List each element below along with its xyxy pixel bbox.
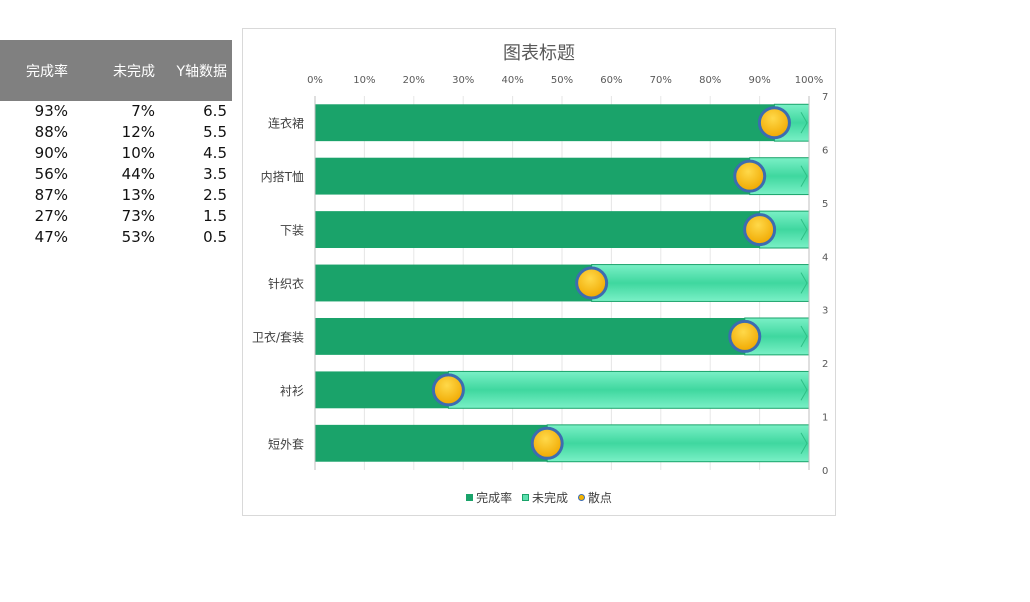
table-cell[interactable]: 3.5 [203,165,227,183]
x-tick-label: 0% [307,75,323,86]
table-cell[interactable]: 12% [121,123,155,141]
table-body: 93% 7% 6.5 88% 12% 5.5 90% 10% 4.5 56% 4… [0,101,232,248]
y2-tick-label: 5 [822,199,828,210]
bar-bevel [800,432,808,454]
bar-completion [315,317,745,355]
bar-bevel [800,218,808,241]
x-tick-label: 70% [650,75,672,86]
table-row: 90% 10% 4.5 [0,143,232,164]
x-tick-label: 90% [748,75,770,86]
legend-swatch-scatter [577,494,585,501]
bar-incomplete [546,424,810,463]
y2-tick-label: 0 [822,466,828,477]
y2-tick-label: 1 [822,413,828,424]
table-row: 56% 44% 3.5 [0,164,232,185]
legend-label-incomplete: 未完成 [531,491,568,505]
table-cell[interactable]: 88% [34,123,68,141]
table-cell[interactable]: 2.5 [203,186,227,204]
scatter-point [743,213,777,247]
header-completion-rate[interactable]: 完成率 [26,64,68,80]
table-cell[interactable]: 1.5 [203,207,227,225]
bar-bevel [800,325,808,348]
x-tick-label: 30% [452,75,474,86]
table-row: 47% 53% 0.5 [0,227,232,248]
table-header: 完成率 未完成 Y轴数据 [0,40,232,101]
table-row: 88% 12% 5.5 [0,122,232,143]
table-cell[interactable]: 10% [121,144,155,162]
y2-tick-label: 4 [822,252,828,263]
table-row: 87% 13% 2.5 [0,185,232,206]
table-cell[interactable]: 13% [121,186,155,204]
category-label: 内搭T恤 [261,170,304,184]
bar-completion [315,104,775,142]
category-label: 短外套 [268,437,304,451]
legend-item-scatter[interactable]: 散点 [577,489,612,506]
bar-incomplete [591,264,810,302]
x-tick-label: 10% [353,75,375,86]
legend-swatch-incomplete [521,494,529,501]
bar-completion [315,424,548,462]
category-label: 下装 [280,224,304,238]
scatter-point [431,373,465,407]
bar-bevel [800,165,808,187]
chart-title[interactable]: 图表标题 [503,43,575,64]
plot-area: 0% 10% 20% 30% 40% 50% 60% 70% 80% 90% 100% 0 1 2 3 4 5 6… [252,75,828,477]
table-cell[interactable]: 90% [34,144,68,162]
bar-completion [315,371,449,409]
y2-tick-label: 6 [822,145,828,156]
table-row: 93% 7% 6.5 [0,101,232,122]
scatter-point [728,319,762,353]
x-tick-label: 80% [699,75,721,86]
table-cell[interactable]: 93% [34,102,68,120]
table-cell[interactable]: 87% [34,186,68,204]
x-tick-label: 100% [795,75,824,86]
scatter-point [575,266,609,300]
table-cell[interactable]: 56% [34,165,68,183]
x-tick-label: 50% [551,75,573,86]
y2-tick-label: 2 [822,359,828,370]
table-cell[interactable]: 44% [121,165,155,183]
header-y-axis-data[interactable]: Y轴数据 [176,64,227,80]
scatter-point [530,426,564,460]
data-table: 完成率 未完成 Y轴数据 93% 7% 6.5 88% 12% 5.5 90% … [0,40,232,248]
category-label: 衬衫 [280,384,304,398]
scatter-point [733,159,767,193]
category-label: 连衣裙 [268,116,304,131]
legend[interactable]: 完成率 未完成 散点 [243,489,835,506]
table-cell[interactable]: 53% [121,228,155,246]
bar-completion [315,157,750,195]
y2-tick-label: 7 [822,92,828,103]
y2-tick-label: 3 [822,306,828,317]
category-label: 针织衣 [268,276,304,291]
bar-bevel [800,379,808,401]
legend-label-scatter: 散点 [587,491,612,505]
bar-completion [315,264,592,302]
legend-item-completion[interactable]: 完成率 [466,489,512,506]
legend-item-incomplete[interactable]: 未完成 [521,489,568,506]
bar-bevel [800,112,808,134]
table-cell[interactable]: 7% [131,102,155,120]
table-row: 27% 73% 1.5 [0,206,232,227]
chart-area[interactable]: 图表标题 0% 10% 20% 30% 40% 50% 60% 70% 80% 90% 100% 0 1… [242,28,836,516]
table-cell[interactable]: 6.5 [203,102,227,120]
x-tick-label: 40% [501,75,523,86]
legend-label-completion: 完成率 [476,491,513,505]
table-cell[interactable]: 0.5 [203,228,227,246]
category-label: 卫衣/套装 [252,329,304,344]
legend-swatch-completion [466,494,474,501]
table-cell[interactable]: 27% [34,207,68,225]
table-cell[interactable]: 47% [34,228,68,246]
x-tick-label: 60% [600,75,622,86]
scatter-point [757,106,791,140]
x-tick-label: 20% [403,75,425,86]
table-cell[interactable]: 4.5 [203,144,227,162]
bar-bevel [800,272,808,294]
bar-incomplete [447,370,810,409]
header-incomplete[interactable]: 未完成 [113,64,155,80]
bar-completion [315,211,760,249]
table-cell[interactable]: 5.5 [203,123,227,141]
table-cell[interactable]: 73% [121,207,155,225]
